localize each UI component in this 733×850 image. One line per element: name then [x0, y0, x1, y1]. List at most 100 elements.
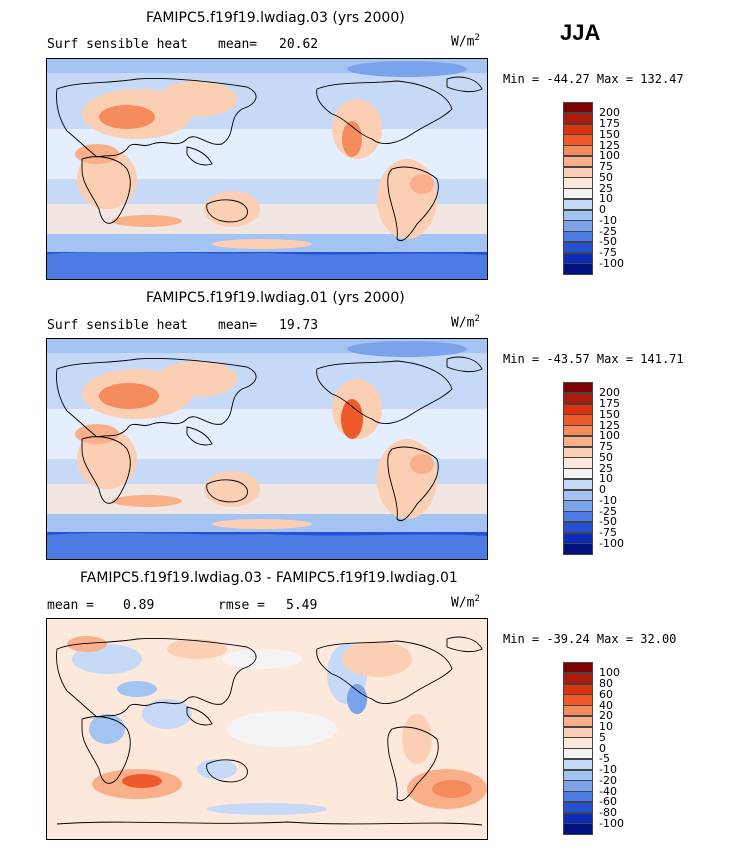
season-label: JJA	[560, 20, 601, 45]
min-max-readout: Min = -44.27 Max = 132.47	[503, 72, 684, 86]
colorbar-swatch	[563, 748, 593, 760]
colorbar-swatch	[563, 457, 593, 469]
colorbar-swatch	[563, 414, 593, 426]
mean-label: mean=	[218, 37, 258, 52]
colorbar-tick-label: -75	[599, 246, 617, 259]
min-max-readout: Min = -43.57 Max = 141.71	[503, 352, 684, 366]
mean-value: 20.62	[279, 37, 319, 52]
rmse-value: 5.49	[286, 598, 318, 613]
colorbar-swatch	[563, 241, 593, 253]
colorbar-swatch	[563, 726, 593, 738]
colorbar-tick-label: 25	[599, 461, 613, 475]
colorbar: 200 175 150 125 100 75 50 25 10 0 -10 -25 -50 -75 -100	[563, 382, 624, 555]
colorbar-tick-label: 150	[599, 127, 620, 141]
colorbar-swatch	[563, 500, 593, 512]
colorbar-tick-label: -100	[599, 536, 624, 550]
colorbar-swatch	[563, 263, 593, 275]
colorbar-swatch	[563, 382, 593, 394]
colorbar-tick-label: 175	[599, 117, 620, 130]
colorbar-swatch	[563, 823, 593, 835]
colorbar-swatch	[563, 155, 593, 167]
panel-title: FAMIPC5.f19f19.lwdiag.03 (yrs 2000)	[146, 10, 405, 26]
colorbar-tick-label: 75	[599, 440, 613, 453]
colorbar-swatch	[563, 435, 593, 447]
colorbar: 200 175 150 125 100 75 50 25 10 0 -10 -25 -50 -75 -100	[563, 102, 624, 275]
colorbar-tick-label: -25	[599, 224, 617, 238]
map-plot	[46, 618, 488, 840]
colorbar-swatch	[563, 672, 593, 684]
colorbar-swatch	[563, 112, 593, 124]
colorbar-tick-label: 125	[599, 138, 620, 152]
colorbar-tick-label: 0	[599, 483, 606, 496]
colorbar-tick-label: -50	[599, 515, 617, 529]
units-label: W/m2	[451, 33, 480, 50]
colorbar-swatch	[563, 758, 593, 770]
colorbar-tick-label: 100	[599, 429, 620, 443]
colorbar-tick-label: 175	[599, 397, 620, 410]
colorbar-tick-label: 125	[599, 418, 620, 432]
colorbar-tick-label: 10	[599, 472, 613, 486]
colorbar-swatch	[563, 812, 593, 824]
colorbar-swatch	[563, 425, 593, 437]
colorbar-swatch	[563, 188, 593, 200]
colorbar-swatch	[563, 780, 593, 792]
colorbar-tick-label: -80	[599, 806, 617, 819]
colorbar-tick-label: 0	[599, 741, 606, 755]
colorbar-tick-label: 80	[599, 677, 613, 690]
colorbar-swatch	[563, 102, 593, 114]
colorbar-tick-label: 10	[599, 192, 613, 206]
colorbar-tick-label: -75	[599, 526, 617, 539]
colorbar-tick-label: -50	[599, 235, 617, 249]
mean-label: mean =	[47, 598, 94, 613]
colorbar-swatch	[563, 489, 593, 501]
colorbar-tick-label: 75	[599, 160, 613, 173]
colorbar-tick-label: -10	[599, 493, 617, 507]
colorbar-tick-label: 5	[599, 730, 606, 744]
colorbar-tick-label: 100	[599, 666, 620, 680]
map-svg	[47, 619, 487, 839]
colorbar-tick-label: -100	[599, 816, 624, 830]
colorbar-swatch	[563, 543, 593, 555]
colorbar-swatch	[563, 478, 593, 490]
colorbar-swatch	[563, 198, 593, 210]
colorbar-tick-label: 200	[599, 386, 620, 400]
colorbar-swatch	[563, 801, 593, 813]
colorbar-swatch	[563, 705, 593, 717]
colorbar-swatch	[563, 715, 593, 727]
colorbar-swatch	[563, 220, 593, 232]
colorbar-swatch	[563, 177, 593, 189]
colorbar-swatch	[563, 662, 593, 674]
colorbar-tick-label: -10	[599, 763, 617, 776]
colorbar-swatch	[563, 791, 593, 803]
rmse-label: rmse =	[218, 598, 265, 613]
colorbar-swatch	[563, 694, 593, 706]
colorbar-tick-label: 60	[599, 687, 613, 701]
colorbar-swatch	[563, 511, 593, 523]
mean-value: 19.73	[279, 318, 319, 333]
colorbar-tick-label: 0	[599, 203, 606, 216]
colorbar-swatch	[563, 252, 593, 264]
colorbar-tick-label: -100	[599, 256, 624, 270]
colorbar-swatch	[563, 209, 593, 221]
colorbar-swatch	[563, 521, 593, 533]
variable-label: Surf sensible heat	[47, 37, 188, 52]
colorbar-swatch	[563, 134, 593, 146]
colorbar-swatch	[563, 446, 593, 458]
colorbar-swatch	[563, 683, 593, 695]
units-label: W/m2	[451, 594, 480, 611]
colorbar-swatch	[563, 403, 593, 415]
colorbar-swatch	[563, 231, 593, 243]
colorbar-tick-label: 10	[599, 720, 613, 733]
panel-title: FAMIPC5.f19f19.lwdiag.03 - FAMIPC5.f19f1…	[80, 570, 458, 586]
map-svg	[47, 339, 487, 559]
colorbar-swatch	[563, 769, 593, 781]
colorbar-swatch	[563, 737, 593, 749]
colorbar-tick-label: 50	[599, 170, 613, 184]
colorbar-tick-label: -40	[599, 784, 617, 798]
colorbar-swatch	[563, 532, 593, 544]
colorbar: 100 80 60 40 20 10 5 0 -5 -10 -20 -40 -60 -80 -100	[563, 662, 624, 835]
colorbar-tick-label: 20	[599, 709, 613, 723]
colorbar-tick-label: 40	[599, 698, 613, 712]
colorbar-tick-label: 100	[599, 149, 620, 163]
colorbar-tick-label: -60	[599, 795, 617, 809]
